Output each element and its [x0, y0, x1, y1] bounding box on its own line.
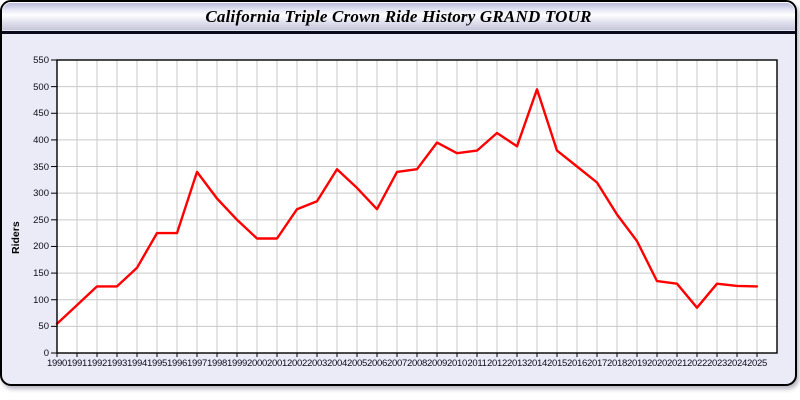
x-tick-label: 2019: [627, 358, 647, 369]
x-tick-label: 2013: [507, 358, 527, 369]
x-tick-label: 2008: [407, 358, 427, 369]
x-tick-label: 2014: [527, 358, 547, 369]
x-tick-label: 2022: [687, 358, 707, 369]
x-tick-label: 2024: [727, 358, 747, 369]
x-tick-label: 2023: [707, 358, 727, 369]
x-tick-label: 2001: [267, 358, 287, 369]
y-tick-label: 150: [33, 268, 49, 280]
x-tick-label: 1997: [187, 358, 207, 369]
y-tick-label: 500: [33, 81, 49, 93]
x-tick-label: 1990: [47, 358, 67, 369]
title-bar: California Triple Crown Ride History GRA…: [2, 2, 795, 34]
x-tick-label: 1993: [107, 358, 127, 369]
x-tick-label: 2005: [347, 358, 367, 369]
chart-panel: Riders 0 50 100 150 200 250 300 350 400 450 500 550…: [2, 34, 795, 382]
x-tick-label: 1998: [207, 358, 227, 369]
y-tick-label: 250: [33, 214, 49, 226]
y-tick-label: 0: [43, 348, 49, 359]
x-tick-label: 2016: [567, 358, 587, 369]
x-tick-label: 1994: [127, 358, 147, 369]
x-tick-label: 2020: [647, 358, 667, 369]
x-tick-label: 1996: [167, 358, 187, 369]
y-tick-label: 100: [33, 294, 49, 306]
x-tick-label: 2018: [607, 358, 627, 369]
y-tick-label: 450: [33, 108, 49, 120]
y-tick-label: 350: [33, 161, 49, 173]
x-tick-label: 2015: [547, 358, 567, 369]
x-tick-label: 1995: [147, 358, 167, 369]
x-tick-label: 2021: [667, 358, 687, 369]
x-tick-label: 2011: [467, 358, 487, 369]
x-tick-label: 2017: [587, 358, 607, 369]
x-tick-label: 2007: [387, 358, 407, 369]
page-title: California Triple Crown Ride History GRA…: [205, 6, 592, 26]
y-tick-label: 400: [33, 134, 49, 146]
x-tick-label: 2000: [247, 358, 267, 369]
y-tick-label: 200: [33, 241, 49, 253]
x-tick-label: 1999: [227, 358, 247, 369]
chart-window: California Triple Crown Ride History GRA…: [0, 0, 797, 386]
ride-history-line-chart: [51, 59, 778, 357]
x-tick-label: 2006: [367, 358, 387, 369]
y-tick-label: 550: [33, 55, 49, 66]
x-tick-label: 1991: [67, 358, 87, 369]
x-tick-label: 1992: [87, 358, 107, 369]
y-tick-label: 300: [33, 188, 49, 200]
y-tick-label: 50: [38, 321, 49, 333]
x-tick-label: 2009: [427, 358, 447, 369]
x-tick-label: 2003: [307, 358, 327, 369]
x-tick-label: 2002: [287, 358, 307, 369]
x-tick-label: 2010: [447, 358, 467, 369]
x-tick-label: 2004: [327, 358, 347, 369]
x-tick-label: 2012: [487, 358, 507, 369]
x-tick-label: 2025: [747, 358, 767, 369]
